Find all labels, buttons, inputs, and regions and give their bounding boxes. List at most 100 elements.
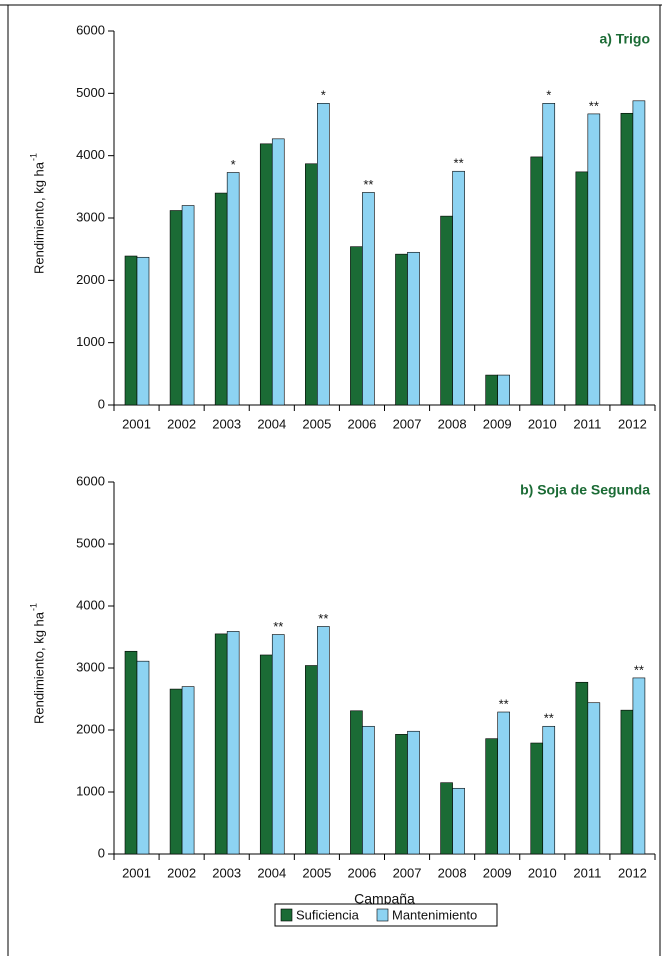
bar bbox=[632, 677, 646, 855]
bar bbox=[350, 246, 363, 406]
y-axis-label-sup: -1 bbox=[28, 603, 38, 611]
bar bbox=[542, 725, 556, 855]
x-tick-label: 2002 bbox=[167, 416, 196, 431]
annotation: ** bbox=[544, 711, 554, 726]
y-tick-label: 1000 bbox=[76, 783, 105, 798]
y-tick-label: 5000 bbox=[76, 535, 105, 550]
chart-title: b) Soja de Segunda bbox=[520, 482, 650, 498]
annotation: * bbox=[321, 88, 326, 103]
x-tick-label: 2005 bbox=[302, 416, 331, 431]
annotation: ** bbox=[499, 696, 509, 711]
bar bbox=[497, 374, 510, 406]
bar bbox=[226, 631, 240, 855]
bar bbox=[620, 709, 634, 855]
x-tick-label: 2009 bbox=[483, 865, 512, 880]
bar bbox=[169, 688, 183, 855]
bar bbox=[271, 138, 285, 406]
y-axis-label-text: Rendimiento, kg ha bbox=[31, 161, 46, 274]
y-axis-label-sup: -1 bbox=[28, 153, 38, 161]
y-axis-label: Rendimiento, kg ha-1 bbox=[28, 153, 46, 274]
y-tick-label: 1000 bbox=[76, 334, 105, 349]
bar bbox=[395, 253, 408, 406]
bar bbox=[620, 112, 634, 406]
bar bbox=[259, 143, 273, 406]
bar bbox=[214, 633, 228, 855]
legend-label: Mantenimiento bbox=[392, 907, 477, 922]
bar bbox=[587, 113, 601, 406]
bar bbox=[362, 192, 375, 406]
x-tick-label: 2011 bbox=[573, 416, 601, 431]
annotation: ** bbox=[363, 177, 373, 192]
legend-label: Suficiencia bbox=[296, 907, 360, 922]
x-tick-label: 2001 bbox=[122, 416, 151, 431]
bar bbox=[587, 702, 601, 855]
bar bbox=[440, 215, 453, 406]
bar bbox=[407, 730, 420, 855]
bar bbox=[305, 665, 318, 855]
x-tick-label: 2007 bbox=[393, 416, 422, 431]
bar bbox=[317, 626, 330, 855]
bar bbox=[169, 210, 183, 406]
bar bbox=[181, 205, 195, 406]
x-tick-label: 2002 bbox=[167, 865, 196, 880]
annotation: ** bbox=[589, 98, 599, 113]
bar bbox=[485, 374, 498, 406]
annotation: ** bbox=[634, 662, 644, 677]
x-tick-label: 2008 bbox=[438, 416, 467, 431]
x-tick-label: 2003 bbox=[212, 416, 241, 431]
x-tick-label: 2005 bbox=[302, 865, 331, 880]
annotation: ** bbox=[318, 611, 328, 626]
y-tick-label: 0 bbox=[98, 845, 105, 860]
y-tick-label: 6000 bbox=[76, 22, 105, 37]
x-tick-label: 2011 bbox=[573, 865, 601, 880]
x-tick-label: 2010 bbox=[528, 416, 557, 431]
y-tick-label: 4000 bbox=[76, 597, 105, 612]
x-tick-label: 2010 bbox=[528, 865, 557, 880]
y-tick-label: 3000 bbox=[76, 659, 105, 674]
bar bbox=[305, 163, 318, 406]
annotation: * bbox=[546, 88, 551, 103]
bar bbox=[181, 686, 195, 855]
bar bbox=[452, 787, 465, 855]
bar bbox=[440, 782, 453, 855]
bar bbox=[271, 634, 285, 855]
y-tick-label: 2000 bbox=[76, 721, 105, 736]
bar bbox=[452, 170, 465, 406]
annotation: * bbox=[231, 157, 236, 172]
y-tick-label: 3000 bbox=[76, 209, 105, 224]
annotation: ** bbox=[273, 619, 283, 634]
y-tick-label: 0 bbox=[98, 396, 105, 411]
x-tick-label: 2007 bbox=[393, 865, 422, 880]
bar bbox=[350, 710, 363, 855]
x-tick-label: 2003 bbox=[212, 865, 241, 880]
x-tick-label: 2006 bbox=[347, 865, 376, 880]
bar bbox=[395, 734, 408, 855]
bar bbox=[136, 660, 150, 855]
x-tick-label: 2008 bbox=[438, 865, 467, 880]
bar bbox=[632, 100, 646, 406]
y-tick-label: 4000 bbox=[76, 147, 105, 162]
legend-swatch bbox=[280, 908, 293, 922]
y-tick-label: 2000 bbox=[76, 272, 105, 287]
chart-title: a) Trigo bbox=[599, 31, 650, 47]
bar bbox=[542, 103, 556, 406]
y-axis-label: Rendimiento, kg ha-1 bbox=[28, 603, 46, 724]
bar bbox=[575, 171, 589, 406]
bar bbox=[214, 192, 228, 406]
x-tick-label: 2001 bbox=[122, 865, 151, 880]
x-tick-label: 2012 bbox=[618, 865, 647, 880]
x-tick-label: 2006 bbox=[347, 416, 376, 431]
bar bbox=[530, 742, 544, 855]
y-tick-label: 6000 bbox=[76, 473, 105, 488]
bar bbox=[124, 650, 138, 855]
bar bbox=[485, 738, 498, 855]
y-axis-label-text: Rendimiento, kg ha bbox=[31, 611, 46, 724]
annotation: ** bbox=[454, 156, 464, 171]
bar bbox=[530, 156, 544, 406]
legend-swatch bbox=[376, 908, 389, 922]
x-tick-label: 2004 bbox=[257, 416, 286, 431]
bar bbox=[226, 172, 240, 406]
bar bbox=[362, 725, 375, 855]
